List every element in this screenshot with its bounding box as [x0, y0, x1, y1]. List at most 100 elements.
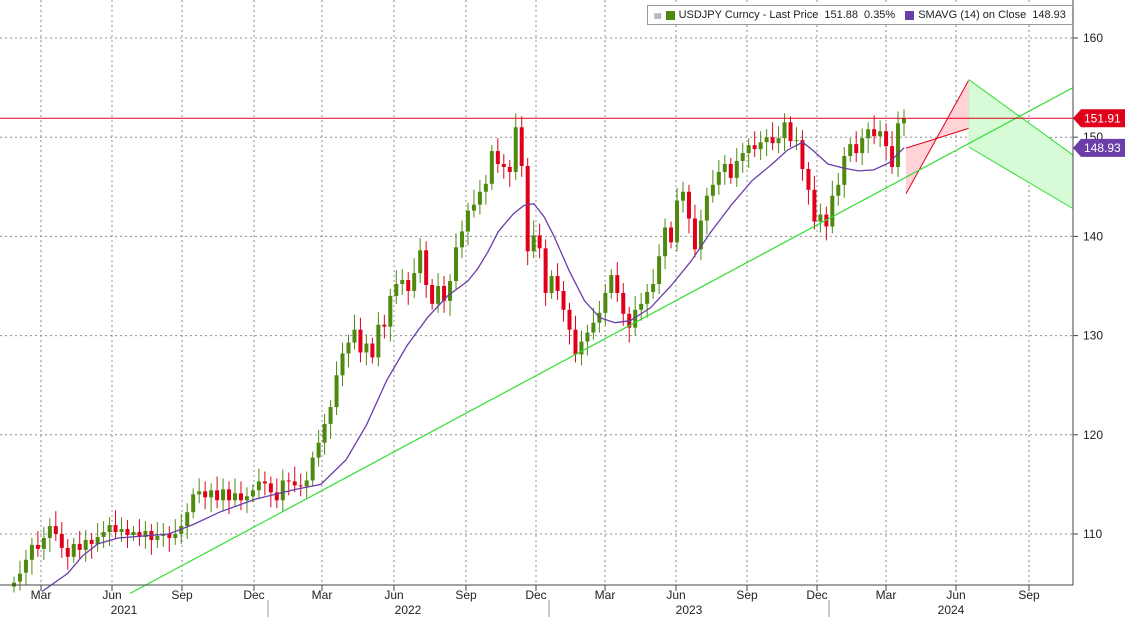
candle-body	[77, 543, 82, 550]
candle-body	[83, 539, 88, 550]
candle-body	[878, 131, 883, 137]
candle-body	[424, 250, 429, 286]
candle-body	[902, 118, 906, 124]
candle-body	[495, 151, 500, 164]
candle-body	[812, 189, 817, 222]
candle-body	[830, 195, 835, 227]
candle-body	[728, 163, 733, 178]
candle-body	[47, 526, 52, 538]
candle-body	[197, 491, 202, 495]
candle-body	[436, 286, 441, 304]
candle-body	[884, 131, 889, 147]
candle-body	[806, 168, 811, 190]
candle-body	[316, 442, 321, 458]
candle-body	[244, 496, 249, 501]
last-price-tag: 151.91	[1073, 109, 1125, 128]
candle-body	[525, 165, 530, 252]
candle-body	[119, 529, 124, 533]
candle-body	[41, 537, 46, 549]
candle-body	[758, 142, 763, 150]
green-projection-area	[969, 79, 1073, 209]
candle-body	[238, 493, 243, 501]
legend-value-price: 151.88	[824, 9, 859, 21]
candle-body	[388, 295, 393, 327]
red-channel-lower	[905, 127, 970, 149]
last-price-tag-label: 151.91	[1084, 111, 1121, 125]
candle-body	[59, 534, 64, 548]
candle-body	[113, 525, 118, 533]
projection-channels	[905, 79, 1074, 210]
candle-body	[848, 144, 853, 157]
red-channel-upper	[905, 79, 970, 194]
candle-body	[794, 140, 799, 142]
candle-body	[836, 184, 841, 196]
candle-body	[298, 485, 303, 487]
candle-body	[860, 138, 865, 154]
candle-body	[722, 163, 727, 172]
candle-body	[400, 280, 405, 285]
candle-body	[621, 292, 626, 314]
sma-line	[41, 141, 905, 593]
candle-body	[561, 290, 566, 310]
candle-body	[23, 559, 28, 573]
candle-body	[734, 161, 739, 178]
candle-body	[185, 512, 190, 527]
candle-body	[17, 573, 22, 582]
candle-body	[603, 292, 608, 313]
candle-body	[776, 138, 781, 144]
candle-body	[567, 309, 572, 330]
candle-body	[334, 375, 339, 408]
candle-body	[442, 286, 447, 301]
sma-price-tag: 148.93	[1073, 138, 1125, 157]
last-price-tag-bg	[1073, 109, 1125, 128]
legend-swatch-price	[665, 10, 675, 20]
candle-body	[609, 275, 614, 293]
y-tick-label: 110	[1083, 527, 1102, 541]
candle-body	[537, 235, 542, 249]
x-tick-label: Sep	[455, 588, 477, 602]
candle-body	[310, 457, 315, 481]
candle-body	[483, 183, 488, 192]
expand-icon[interactable]: ▤	[654, 10, 662, 20]
x-tick-label: Mar	[312, 588, 333, 602]
candle-body	[507, 166, 512, 172]
candle-body	[890, 146, 895, 167]
candle-body	[579, 341, 584, 355]
candle-body	[107, 525, 112, 533]
green-projection-lower	[968, 146, 1074, 210]
x-year-label: 2023	[676, 603, 703, 617]
candle-body	[465, 210, 470, 232]
candle-body	[358, 329, 363, 353]
candle-body	[268, 483, 273, 493]
candle-body	[770, 137, 775, 144]
candle-body	[651, 284, 656, 292]
candle-body	[531, 235, 536, 252]
candle-body	[615, 275, 620, 293]
candle-body	[657, 256, 662, 285]
x-tick-label: Sep	[171, 588, 193, 602]
candle-body	[680, 191, 685, 201]
y-tick-label: 130	[1083, 329, 1103, 343]
candle-body	[382, 324, 387, 327]
candle-body	[53, 526, 58, 534]
candle-body	[698, 220, 703, 250]
candle-body	[137, 532, 142, 537]
x-tick-label: Dec	[806, 588, 827, 602]
candle-body	[896, 123, 901, 167]
candle-body	[191, 494, 196, 513]
x-year-label: 2024	[938, 603, 965, 617]
candle-body	[418, 250, 423, 274]
candle-body	[280, 480, 285, 501]
x-tick-label: Mar	[876, 588, 897, 602]
candle-body	[406, 280, 411, 291]
candle-body	[286, 480, 291, 482]
candle-body	[101, 532, 106, 537]
candle-body	[585, 332, 590, 342]
candle-body	[842, 156, 847, 185]
candle-body	[471, 204, 476, 211]
candle-body	[555, 276, 560, 291]
legend-change-price: 0.35%	[864, 9, 896, 21]
candle-body	[125, 529, 130, 535]
candle-body	[65, 547, 70, 557]
